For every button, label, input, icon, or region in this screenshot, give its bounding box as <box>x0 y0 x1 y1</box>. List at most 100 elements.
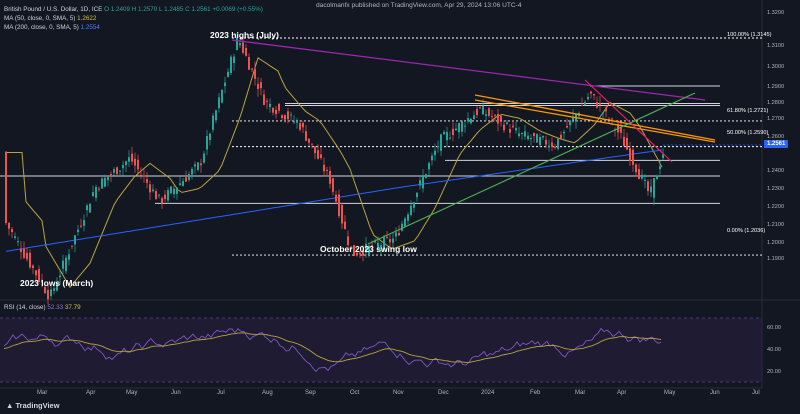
candle-body <box>494 114 496 116</box>
candle-body <box>416 192 418 198</box>
candle-body <box>314 146 316 154</box>
candle-body <box>20 248 22 253</box>
candle-body <box>377 242 379 249</box>
candle-body <box>194 164 196 167</box>
candle-body <box>662 154 664 158</box>
rsi-value: 52.33 <box>47 304 64 311</box>
candle-body <box>581 105 583 107</box>
price-tick: 1.1900 <box>767 256 785 262</box>
candle-body <box>554 146 556 148</box>
candle-body <box>167 190 169 201</box>
price-tick: 1.2700 <box>767 116 785 122</box>
price-tick: 1.2000 <box>767 240 785 246</box>
candle-body <box>335 194 337 202</box>
candle-body <box>47 289 49 300</box>
candle-body <box>299 123 301 130</box>
rsi-ma-value: 37.79 <box>64 304 81 311</box>
candle-body <box>179 183 181 185</box>
candle-body <box>101 178 103 189</box>
candle-body <box>449 137 451 139</box>
candle-body <box>485 114 487 116</box>
candle-body <box>14 236 16 239</box>
candle-body <box>134 158 136 166</box>
trendline-orange-upper <box>474 94 716 141</box>
candle-body <box>440 134 442 151</box>
candle-body <box>191 168 193 175</box>
month-tick: Mar <box>37 390 48 396</box>
candle-body <box>257 83 259 90</box>
candle-body <box>446 131 448 141</box>
candle-body <box>647 181 649 192</box>
price-tick: 1.2200 <box>767 204 785 210</box>
ma50-value: 1.2622 <box>77 15 97 22</box>
candle-body <box>560 134 562 139</box>
rsi-ma-line <box>3 332 662 363</box>
candle-body <box>392 238 394 243</box>
candle-body <box>641 174 643 179</box>
rsi-label: RSI (14, close) <box>4 304 46 311</box>
candle-body <box>383 237 385 250</box>
candle-body <box>152 189 154 192</box>
candle-body <box>107 177 109 181</box>
candle-body <box>533 132 535 137</box>
fib-label-100: 100.00% (1.3145) <box>727 32 772 38</box>
ma200-line <box>5 149 663 252</box>
candle-body <box>110 174 112 176</box>
candle-body <box>197 162 199 170</box>
candle-body <box>515 128 517 131</box>
rsi-legend[interactable]: RSI (14, close) 52.33 37.79 <box>4 304 81 312</box>
candle-body <box>98 188 100 190</box>
candle-body <box>218 97 220 109</box>
fib-label-0: 0.00% (1.2036) <box>727 228 766 234</box>
month-tick: Jun <box>171 390 181 396</box>
candle-body <box>137 159 139 170</box>
candle-body <box>89 203 91 213</box>
month-tick: May <box>664 390 676 396</box>
candle-body <box>371 245 373 247</box>
candle-body <box>467 118 469 121</box>
candle-body <box>623 136 625 147</box>
candle-body <box>527 135 529 140</box>
candle-body <box>188 174 190 180</box>
candle-body <box>350 246 352 250</box>
rsi-tick: 20.00 <box>767 369 781 375</box>
candle-body <box>557 138 559 149</box>
candle-body <box>584 102 586 105</box>
candle-body <box>140 174 142 176</box>
candle-body <box>77 229 79 233</box>
candle-body <box>158 194 160 196</box>
price-tick: 1.2600 <box>767 134 785 140</box>
candle-body <box>65 257 67 272</box>
candle-body <box>344 221 346 230</box>
candle-body <box>482 105 484 115</box>
candle-body <box>323 164 325 172</box>
candle-body <box>407 214 409 221</box>
publisher-line: dacolmanfx published on TradingView.com,… <box>316 2 522 9</box>
candle-body <box>263 94 265 105</box>
candle-body <box>254 68 256 79</box>
candle-body <box>620 127 622 133</box>
candle-body <box>629 148 631 161</box>
ma200-legend[interactable]: MA (200, close, 0, SMA, 5) 1.2554 <box>4 24 100 32</box>
candle-body <box>269 103 271 108</box>
candle-body <box>83 220 85 226</box>
candle-body <box>287 111 289 120</box>
candle-body <box>5 151 7 224</box>
candle-body <box>530 138 532 140</box>
candle-body <box>401 223 403 231</box>
candle-body <box>68 254 70 260</box>
candle-body <box>518 133 520 137</box>
candle-body <box>122 164 124 169</box>
candle-body <box>113 169 115 173</box>
candle-body <box>236 37 238 50</box>
tradingview-logo[interactable]: ▲ TradingView <box>6 401 60 410</box>
candle-body <box>206 136 208 150</box>
price-tick: 1.2300 <box>767 186 785 192</box>
ma50-legend[interactable]: MA (50, close, 0, SMA, 5) 1.2622 <box>4 15 96 23</box>
candle-body <box>74 235 76 245</box>
candle-body <box>71 245 73 247</box>
candle-body <box>539 137 541 146</box>
candle-body <box>143 175 145 177</box>
candle-body <box>275 109 277 115</box>
